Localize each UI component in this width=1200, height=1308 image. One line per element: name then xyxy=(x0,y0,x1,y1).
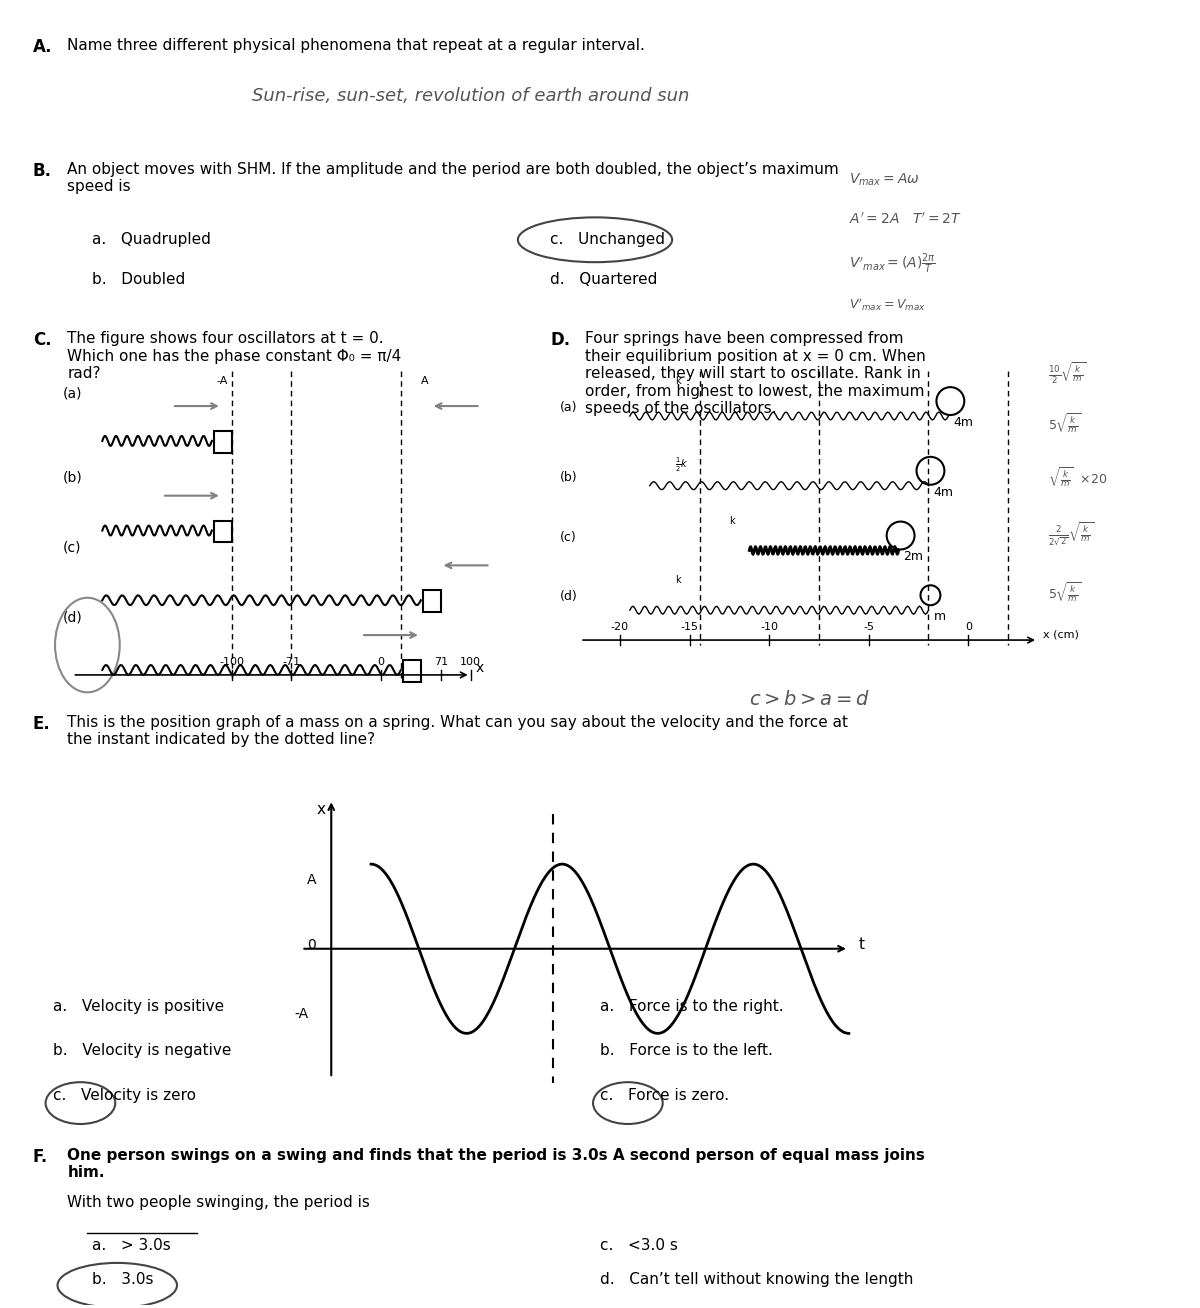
Text: $\frac{2}{2\sqrt{2}}\sqrt{\frac{k}{m}}$: $\frac{2}{2\sqrt{2}}\sqrt{\frac{k}{m}}$ xyxy=(1048,521,1094,547)
Text: $V_{max} = A\omega$: $V_{max} = A\omega$ xyxy=(848,173,919,188)
Text: $V'_{max} = (A)\frac{2\pi}{T}$: $V'_{max} = (A)\frac{2\pi}{T}$ xyxy=(848,251,936,276)
Text: x: x xyxy=(475,661,484,675)
Text: $c>b>a=d$: $c>b>a=d$ xyxy=(749,689,871,709)
Text: a.   > 3.0s: a. > 3.0s xyxy=(92,1237,172,1253)
Text: A: A xyxy=(306,872,316,887)
Text: A: A xyxy=(421,377,428,386)
Text: k: k xyxy=(674,377,680,386)
Text: -A: -A xyxy=(217,377,228,386)
Text: 2m: 2m xyxy=(904,551,924,564)
Text: (a): (a) xyxy=(62,386,82,400)
Text: 4m: 4m xyxy=(934,485,954,498)
Text: b.   Doubled: b. Doubled xyxy=(92,272,186,286)
Text: Name three different physical phenomena that repeat at a regular interval.: Name three different physical phenomena … xyxy=(67,38,646,52)
Text: $5\sqrt{\frac{k}{m}}$: $5\sqrt{\frac{k}{m}}$ xyxy=(1048,581,1081,604)
Text: (d): (d) xyxy=(62,611,83,624)
Text: 71: 71 xyxy=(433,657,448,667)
Text: c.   Force is zero.: c. Force is zero. xyxy=(600,1088,730,1103)
Text: (c): (c) xyxy=(62,540,82,555)
Text: c.   <3.0 s: c. <3.0 s xyxy=(600,1237,678,1253)
Bar xyxy=(422,590,440,612)
Bar xyxy=(214,521,232,543)
Text: a.   Velocity is positive: a. Velocity is positive xyxy=(53,998,223,1014)
Text: c.   Velocity is zero: c. Velocity is zero xyxy=(53,1088,196,1103)
Text: d.   Quartered: d. Quartered xyxy=(551,272,658,286)
Text: $A' = 2A \quad T' = 2T$: $A' = 2A \quad T' = 2T$ xyxy=(848,212,961,228)
Text: Sun-rise, sun-set, revolution of earth around sun: Sun-rise, sun-set, revolution of earth a… xyxy=(252,88,689,106)
Text: b.   Velocity is negative: b. Velocity is negative xyxy=(53,1044,230,1058)
Text: 0: 0 xyxy=(307,938,316,952)
Text: (d): (d) xyxy=(560,590,578,603)
Text: 4m: 4m xyxy=(953,416,973,429)
Text: The figure shows four oscillators at t = 0.
Which one has the phase constant Φ₀ : The figure shows four oscillators at t =… xyxy=(67,331,402,381)
Text: Four springs have been compressed from
their equilibrium position at x = 0 cm. W: Four springs have been compressed from t… xyxy=(586,331,926,416)
Text: k: k xyxy=(730,515,736,526)
Text: $V'_{max} = V_{max}$: $V'_{max} = V_{max}$ xyxy=(848,297,925,313)
Text: d.   Can’t tell without knowing the length: d. Can’t tell without knowing the length xyxy=(600,1273,913,1287)
Text: -15: -15 xyxy=(680,623,698,632)
Text: 0: 0 xyxy=(378,657,384,667)
Text: -10: -10 xyxy=(761,623,779,632)
Text: a.   Force is to the right.: a. Force is to the right. xyxy=(600,998,784,1014)
Text: -5: -5 xyxy=(863,623,875,632)
Text: k: k xyxy=(674,576,680,586)
Text: $\sqrt{\frac{k}{m}}$  ×20: $\sqrt{\frac{k}{m}}$ ×20 xyxy=(1048,466,1108,489)
Text: D.: D. xyxy=(551,331,570,349)
Bar xyxy=(403,661,421,681)
Text: F.: F. xyxy=(32,1148,48,1165)
Text: x: x xyxy=(317,802,325,818)
Text: b.   Force is to the left.: b. Force is to the left. xyxy=(600,1044,773,1058)
Bar xyxy=(214,430,232,453)
Text: $5\sqrt{\frac{k}{m}}$: $5\sqrt{\frac{k}{m}}$ xyxy=(1048,411,1081,434)
Text: This is the position graph of a mass on a spring. What can you say about the vel: This is the position graph of a mass on … xyxy=(67,714,848,747)
Text: B.: B. xyxy=(32,162,52,181)
Text: E.: E. xyxy=(32,714,50,732)
Text: (b): (b) xyxy=(62,471,83,485)
Text: x (cm): x (cm) xyxy=(1043,629,1079,640)
Text: $\frac{1}{2}k$: $\frac{1}{2}k$ xyxy=(674,456,688,473)
Text: 100: 100 xyxy=(460,657,481,667)
Text: (b): (b) xyxy=(560,471,578,484)
Text: $\frac{10}{2}\sqrt{\frac{k}{m}}$: $\frac{10}{2}\sqrt{\frac{k}{m}}$ xyxy=(1048,361,1086,386)
Text: (a): (a) xyxy=(560,402,577,415)
Text: -A: -A xyxy=(294,1007,308,1022)
Text: A.: A. xyxy=(32,38,52,56)
Text: a.   Quadrupled: a. Quadrupled xyxy=(92,232,211,247)
Text: 0: 0 xyxy=(965,623,972,632)
Text: (c): (c) xyxy=(560,531,577,544)
Text: -100: -100 xyxy=(220,657,245,667)
Text: With two people swinging, the period is: With two people swinging, the period is xyxy=(67,1194,371,1210)
Text: One person swings on a swing and finds that the period is 3.0s A second person o: One person swings on a swing and finds t… xyxy=(67,1148,925,1180)
Text: -20: -20 xyxy=(611,623,629,632)
Text: t: t xyxy=(859,937,865,952)
Text: b.   3.0s: b. 3.0s xyxy=(92,1273,154,1287)
Text: m: m xyxy=(934,611,946,623)
Text: An object moves with SHM. If the amplitude and the period are both doubled, the : An object moves with SHM. If the amplitu… xyxy=(67,162,839,195)
Text: C.: C. xyxy=(32,331,52,349)
Text: c.   Unchanged: c. Unchanged xyxy=(551,232,665,247)
Text: -71: -71 xyxy=(282,657,300,667)
